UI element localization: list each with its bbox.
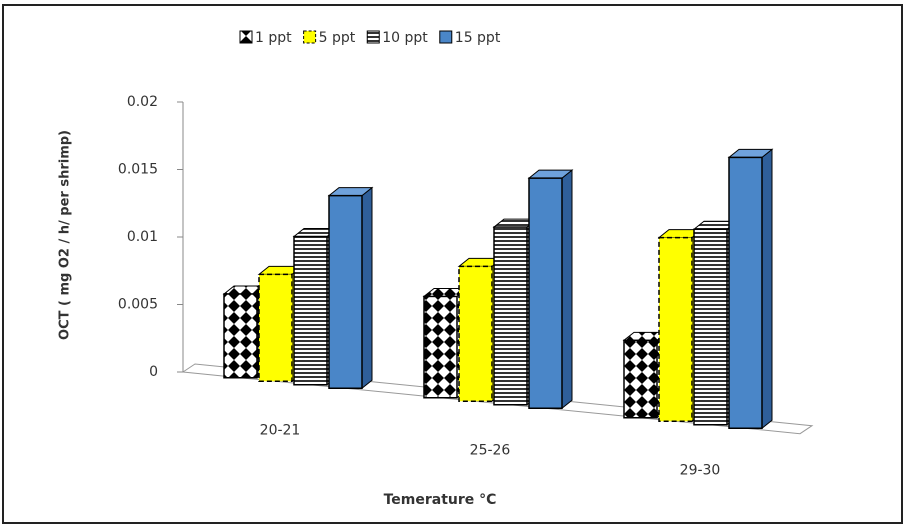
legend-swatch (439, 30, 453, 44)
x-tick-label: 29-30 (680, 463, 721, 479)
bar-side (761, 148, 773, 430)
bar-side (561, 169, 573, 410)
legend-label: 15 ppt (455, 30, 501, 46)
y-tick-label: 0.02 (127, 94, 158, 110)
y-axis-title: OCT ( mg O2 / h/ per shrimp) (58, 130, 73, 340)
bar (223, 293, 258, 379)
legend-label: 10 ppt (382, 30, 428, 46)
y-tick-label: 0 (149, 364, 158, 380)
bar (693, 228, 728, 426)
bar (258, 273, 293, 382)
bar (423, 295, 458, 399)
bar (493, 226, 528, 406)
x-axis-title: Temerature °C (384, 492, 497, 508)
y-tick-label: 0.005 (118, 297, 158, 313)
legend-label: 1 ppt (255, 30, 292, 46)
bar-side (361, 186, 373, 390)
bar (528, 177, 563, 409)
legend-swatch (366, 30, 380, 44)
y-tick-label: 0.015 (118, 162, 158, 178)
bar (728, 156, 763, 429)
x-tick-label: 20-21 (260, 423, 301, 439)
bar (458, 265, 493, 403)
legend-swatch (239, 30, 253, 44)
legend-label: 5 ppt (319, 30, 356, 46)
x-tick-label: 25-26 (470, 443, 511, 459)
bar (623, 339, 658, 419)
bar (658, 236, 693, 422)
legend-swatch (303, 30, 317, 44)
bar (328, 194, 363, 389)
bar (293, 235, 328, 386)
y-tick-label: 0.01 (127, 229, 158, 245)
